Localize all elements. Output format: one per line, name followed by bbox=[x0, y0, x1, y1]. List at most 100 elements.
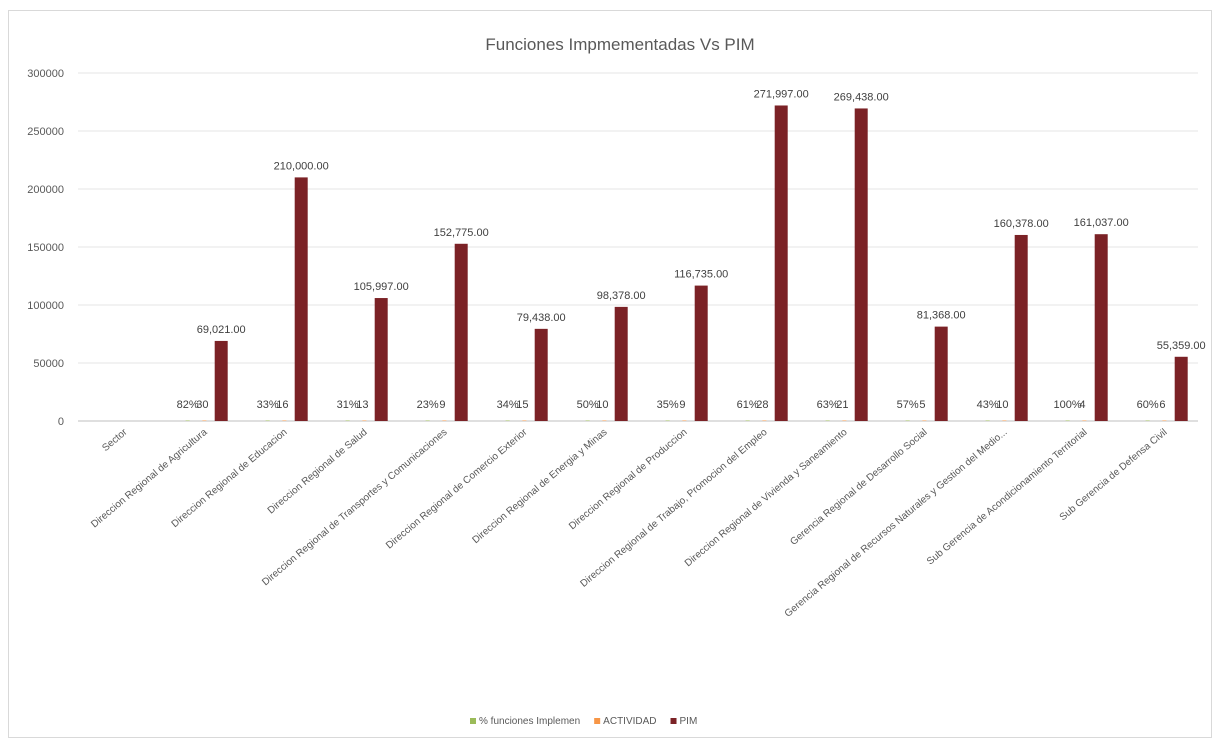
pim-bar bbox=[774, 105, 788, 421]
pim-data-label: 81,368.00 bbox=[917, 310, 966, 322]
y-tick-label: 300000 bbox=[27, 68, 64, 80]
actividad-data-label: 13 bbox=[356, 399, 368, 411]
pim-bar bbox=[934, 326, 948, 421]
pim-data-label: 98,378.00 bbox=[597, 290, 646, 302]
actividad-data-label: 16 bbox=[276, 399, 288, 411]
actividad-bar bbox=[602, 420, 607, 421]
pct-bar bbox=[505, 420, 510, 421]
x-category-label: Sector bbox=[100, 426, 130, 453]
pim-bar bbox=[854, 108, 868, 422]
pim-bar bbox=[294, 177, 308, 421]
pct-bar bbox=[345, 420, 350, 421]
pim-bar bbox=[214, 340, 228, 421]
pct-bar bbox=[745, 420, 750, 421]
y-tick-label: 0 bbox=[58, 416, 64, 428]
pim-bar bbox=[534, 328, 548, 421]
x-category-label: Direccion Regional de Comercio Exterior bbox=[384, 426, 530, 551]
actividad-bar bbox=[762, 420, 767, 421]
pct-bar bbox=[1065, 420, 1070, 421]
pim-bar bbox=[454, 243, 468, 421]
actividad-data-label: 30 bbox=[196, 399, 208, 411]
pct-bar bbox=[265, 420, 270, 421]
actividad-bar bbox=[922, 420, 927, 421]
y-tick-label: 200000 bbox=[27, 184, 64, 196]
pct-bar bbox=[185, 420, 190, 421]
pct-bar bbox=[985, 420, 990, 421]
actividad-bar bbox=[522, 420, 527, 421]
bars bbox=[185, 105, 1188, 422]
legend-swatch bbox=[594, 718, 601, 724]
actividad-bar bbox=[282, 420, 287, 421]
pim-data-label: 160,378.00 bbox=[994, 218, 1049, 230]
pim-data-label: 69,021.00 bbox=[197, 324, 246, 336]
legend-label: ACTIVIDAD bbox=[603, 716, 656, 727]
chart-title: Funciones Impmementadas Vs PIM bbox=[485, 35, 754, 54]
pim-bar bbox=[1094, 234, 1108, 421]
y-tick-label: 250000 bbox=[27, 126, 64, 138]
pct-data-label: 50% bbox=[577, 399, 599, 411]
actividad-data-label: 10 bbox=[596, 399, 608, 411]
actividad-bar bbox=[1082, 420, 1087, 421]
gridlines bbox=[78, 72, 1198, 422]
x-category-label: Direccion Regional de Energia y Minas bbox=[470, 427, 609, 546]
actividad-bar bbox=[1002, 420, 1007, 421]
actividad-data-label: 9 bbox=[439, 399, 445, 411]
pct-bar bbox=[1145, 420, 1150, 421]
pct-data-label: 35% bbox=[657, 399, 679, 411]
pim-data-label: 210,000.00 bbox=[274, 160, 329, 172]
legend-swatch bbox=[670, 718, 677, 724]
pim-bar bbox=[614, 306, 628, 421]
x-category-label: Direccion Regional de Trabajo, Promocion… bbox=[578, 427, 769, 590]
pct-data-label: 33% bbox=[257, 399, 279, 411]
data-labels: 82%30 69,021.00 33%16 210,000.00 31%13 105,99… bbox=[177, 88, 1206, 411]
x-category-label: Gerencia Regional de Desarrollo Social bbox=[788, 427, 929, 548]
actividad-bar bbox=[442, 420, 447, 421]
pct-data-label: 61% bbox=[737, 399, 759, 411]
y-tick-label: 100000 bbox=[27, 300, 64, 312]
pct-data-label: 100% bbox=[1054, 399, 1082, 411]
pim-data-label: 79,438.00 bbox=[517, 312, 566, 324]
x-category-label: Sub Gerencia de Acondicionamiento Territ… bbox=[925, 427, 1089, 568]
pct-data-label: 63% bbox=[817, 399, 839, 411]
legend: % funciones Implemen ACTIVIDAD PIM bbox=[470, 716, 697, 727]
x-category-label: Direccion Regional de Vivienda y Saneami… bbox=[683, 427, 850, 570]
pim-data-label: 269,438.00 bbox=[834, 91, 889, 103]
y-tick-label: 150000 bbox=[27, 242, 64, 254]
pim-data-label: 271,997.00 bbox=[754, 88, 809, 100]
actividad-bar bbox=[1162, 420, 1167, 421]
actividad-data-label: 28 bbox=[756, 399, 768, 411]
actividad-data-label: 9 bbox=[679, 399, 685, 411]
actividad-bar bbox=[362, 420, 367, 421]
legend-label: % funciones Implemen bbox=[479, 716, 580, 727]
pct-data-label: 43% bbox=[977, 399, 999, 411]
pct-data-label: 82% bbox=[177, 399, 199, 411]
legend-label: PIM bbox=[680, 716, 698, 727]
pim-data-label: 152,775.00 bbox=[434, 227, 489, 239]
legend-swatch bbox=[470, 718, 476, 724]
pim-data-label: 161,037.00 bbox=[1074, 217, 1129, 229]
pct-data-label: 57% bbox=[897, 399, 919, 411]
pct-data-label: 34% bbox=[497, 399, 519, 411]
pim-bar bbox=[374, 298, 388, 421]
pct-bar bbox=[905, 420, 910, 421]
y-tick-label: 50000 bbox=[33, 358, 64, 370]
pct-data-label: 31% bbox=[337, 399, 359, 411]
pct-bar bbox=[825, 420, 830, 421]
actividad-bar bbox=[842, 420, 847, 421]
pim-data-label: 105,997.00 bbox=[354, 281, 409, 293]
pim-data-label: 116,735.00 bbox=[674, 269, 728, 281]
actividad-data-label: 10 bbox=[996, 399, 1008, 411]
pct-bar bbox=[425, 420, 430, 421]
pct-bar bbox=[585, 420, 590, 421]
pim-bar bbox=[694, 285, 708, 421]
pim-bar bbox=[1014, 234, 1028, 421]
pim-data-label: 55,359.00 bbox=[1157, 340, 1206, 352]
actividad-data-label: 15 bbox=[516, 399, 528, 411]
actividad-data-label: 21 bbox=[836, 399, 848, 411]
pim-bar bbox=[1174, 356, 1188, 421]
actividad-data-label: 4 bbox=[1079, 399, 1085, 411]
actividad-bar bbox=[682, 420, 687, 421]
pct-data-label: 23% bbox=[417, 399, 439, 411]
